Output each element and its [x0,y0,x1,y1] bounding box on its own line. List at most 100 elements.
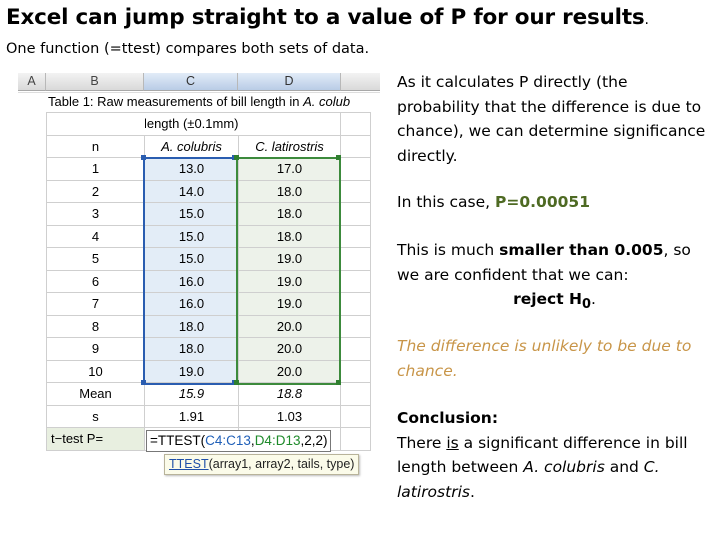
reject-subscript: 0 [582,297,591,313]
cell[interactable] [46,112,145,136]
conclusion-d: . [469,482,475,501]
c-latirostris-cell[interactable]: 18.0 [238,202,341,226]
cell[interactable] [340,157,371,181]
c-latirostris-header[interactable]: C. latirostris [238,134,341,158]
comparison-paragraph: This is much smaller than 0.005, so we a… [397,238,712,318]
conclusion-species-2: C. latirostris [397,458,660,501]
table-row: 10 19.0 20.0 [46,359,371,383]
c-latirostris-cell[interactable]: 19.0 [238,269,341,293]
bill-length-header-row: Bill length (±0.1mm) [46,112,371,136]
c-latirostris-cell[interactable]: 19.0 [238,292,341,316]
bill-length-header-text: Bill length (±0.1mm) [144,116,239,132]
selection-handle[interactable] [141,380,146,385]
a-colubris-cell[interactable]: 18.0 [144,337,239,361]
slide-title-period: . [644,12,649,28]
column-header-b[interactable]: B [46,73,144,91]
a-colubris-cell[interactable]: 16.0 [144,292,239,316]
ttest-formula-cell[interactable]: =TTEST(C4:C13,D4:D13,2,2) [146,430,332,452]
selection-handle[interactable] [336,380,341,385]
cell[interactable] [340,314,371,338]
selection-handle[interactable] [234,380,239,385]
cell[interactable] [340,247,371,271]
reject-statement: reject H0. [397,287,712,318]
conclusion-species-1: A. colubris [523,458,605,476]
mean-row: Mean 15.9 18.8 [46,382,371,406]
table-row: 4 15.0 18.0 [46,224,371,248]
a-colubris-cell[interactable]: 15.0 [144,247,239,271]
row-n-cell[interactable]: 4 [46,224,145,248]
a-colubris-cell[interactable]: 16.0 [144,269,239,293]
table-caption-prefix: Table 1: Raw measurements of bill length… [48,94,304,109]
row-n-cell[interactable]: 6 [46,269,145,293]
tooltip-function-link[interactable]: TTEST [169,457,209,471]
sd-label[interactable]: s [46,404,145,428]
row-n-cell[interactable]: 1 [46,157,145,181]
cell[interactable] [340,269,371,293]
row-n-cell[interactable]: 10 [46,359,145,383]
mean-label[interactable]: Mean [46,382,145,406]
cell[interactable] [340,134,371,158]
row-n-cell[interactable]: 7 [46,292,145,316]
a-colubris-cell[interactable]: 18.0 [144,314,239,338]
cell[interactable] [340,382,371,406]
data-table: Bill length (±0.1mm) n A. colubris C. la… [46,112,371,451]
a-colubris-cell[interactable]: 13.0 [144,157,239,181]
conclusion-paragraph: Conclusion: There is a significant differ… [397,406,712,504]
c-latirostris-cell[interactable]: 17.0 [238,157,341,181]
sd-a-colubris[interactable]: 1.91 [144,404,239,428]
a-colubris-cell[interactable]: 15.0 [144,202,239,226]
c-latirostris-cell[interactable]: 20.0 [238,337,341,361]
row-n-cell[interactable]: 3 [46,202,145,226]
a-colubris-cell[interactable]: 15.0 [144,224,239,248]
table-row: 1 13.0 17.0 [46,157,371,181]
column-header-a[interactable]: A [18,73,46,91]
c-latirostris-cell[interactable]: 19.0 [238,247,341,271]
sd-c-latirostris[interactable]: 1.03 [238,404,341,428]
c-latirostris-cell[interactable]: 20.0 [238,314,341,338]
cell[interactable] [340,427,371,451]
conclusion-is: is [446,433,459,452]
cell[interactable] [340,404,371,428]
ttest-label[interactable]: t−test P= [46,427,145,451]
row-n-cell[interactable]: 9 [46,337,145,361]
c-latirostris-cell[interactable]: 18.0 [238,224,341,248]
row-n-cell[interactable]: 8 [46,314,145,338]
a-colubris-cell[interactable]: 14.0 [144,179,239,203]
p-value: P=0.00051 [495,193,590,211]
conclusion-c: and [604,458,644,476]
selection-handle[interactable] [336,155,341,160]
selection-handle[interactable] [141,155,146,160]
n-header[interactable]: n [46,134,145,158]
spreadsheet-screenshot: A B C D Table 1: Raw measurements of bil… [18,70,380,486]
cell[interactable] [340,337,371,361]
implication-paragraph: The difference is unlikely to be due to … [397,337,692,380]
row-n-cell[interactable]: 2 [46,179,145,203]
a-colubris-cell[interactable]: 19.0 [144,359,239,383]
selection-handle[interactable] [234,155,239,160]
bill-length-header[interactable]: Bill length (±0.1mm) [144,112,341,136]
table-caption: Table 1: Raw measurements of bill length… [48,93,380,111]
cell[interactable] [340,359,371,383]
cell[interactable] [340,202,371,226]
row-n-cell[interactable]: 5 [46,247,145,271]
header-separator [18,92,380,93]
formula-prefix: =TTEST( [150,433,206,448]
table-row: 5 15.0 19.0 [46,247,371,271]
cell[interactable] [340,112,371,136]
tooltip-args: (array1, array2, tails, type) [208,457,355,471]
column-header-e[interactable] [341,73,380,91]
mean-c-latirostris[interactable]: 18.8 [238,382,341,406]
column-header-c[interactable]: C [144,73,238,91]
c-latirostris-cell[interactable]: 20.0 [238,359,341,383]
cell[interactable] [340,292,371,316]
cell[interactable] [340,179,371,203]
formula-comma: , [250,433,255,448]
formula-range2: D4:D13 [254,433,301,448]
a-colubris-header[interactable]: A. colubris [144,134,239,158]
cell[interactable] [340,224,371,248]
column-header-d[interactable]: D [238,73,341,91]
c-latirostris-cell[interactable]: 18.0 [238,179,341,203]
slide-title: Excel can jump straight to a value of P … [6,5,649,30]
mean-a-colubris[interactable]: 15.9 [144,382,239,406]
reject-text: reject H [513,290,583,308]
